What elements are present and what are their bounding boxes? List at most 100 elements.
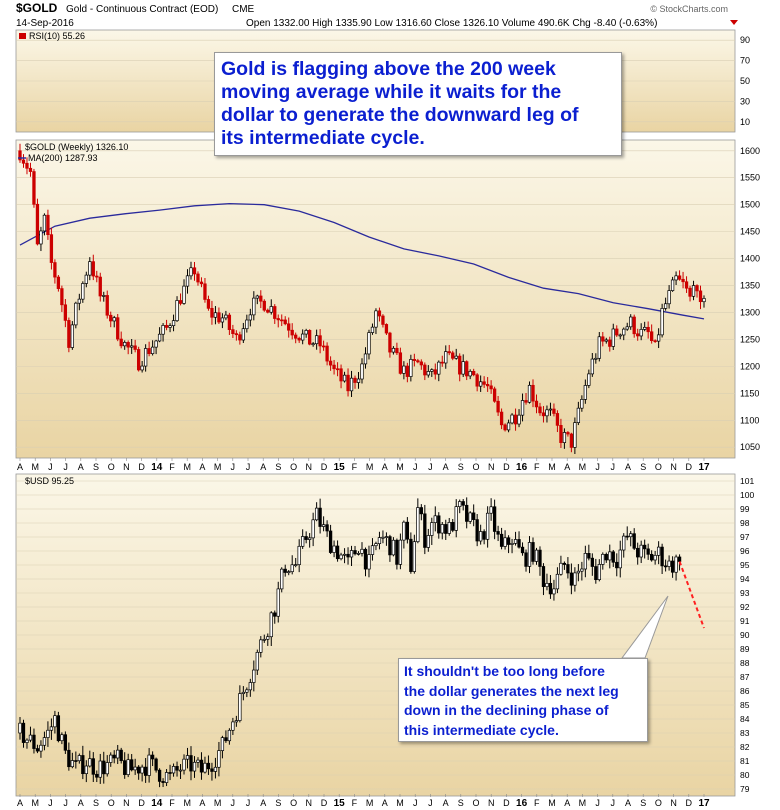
usd-candle-body [384,536,389,538]
usd-candle-body [440,524,444,534]
y-tick-label: 10 [740,117,750,127]
usd-candle-body [496,531,500,535]
gold-candle-body [91,261,95,277]
usd-candle-body [123,760,127,775]
gold-candle-body [412,359,416,361]
gold-candle-body [175,300,179,322]
y-tick-label: 86 [740,686,750,696]
gold-candle-body [95,275,99,278]
usd-candle-body [262,638,266,641]
gold-candle-body [391,347,396,353]
gold-candle-body [370,326,375,333]
gold-candle-body [475,374,479,387]
usd-candle-body [164,772,169,783]
x-tick-label: F [169,462,175,472]
x-tick-label: S [640,462,646,472]
usd-candle-body [465,504,469,522]
x-tick-label: D [321,798,328,808]
gold-candle-body [656,334,661,342]
x-tick-label: A [564,462,570,472]
gold-candle-body [304,330,308,335]
gold-candle-body [688,287,692,297]
gold-y-axis: 1050 1100 1150 1200 1250 1300 1350 1400 1450 1500… [740,146,760,452]
callout-line: the dollar generates the next leg [404,682,619,699]
gold-candle-body [384,324,389,334]
y-tick-label: 90 [740,35,750,45]
usd-candle-body [625,535,629,538]
usd-candle-body [154,758,158,771]
gold-candle-body [485,384,490,387]
gold-candle-body [77,298,81,304]
x-tick-label: 14 [151,462,163,473]
x-tick-label: A [382,462,388,472]
x-tick-label: M [214,462,222,472]
gold-candle-body [287,323,291,331]
usd-candle-body [670,560,675,573]
usd-candle-body [199,759,204,773]
usd-candle-body [412,541,416,572]
usd-candle-body [405,521,410,540]
y-tick-label: 1600 [740,146,760,156]
usd-candle-body [590,557,594,567]
usd-candle-body [566,564,570,574]
usd-candle-body [402,521,406,541]
x-tick-label: N [306,798,313,808]
gold-candle-body [601,336,605,342]
x-tick-label: J [428,798,433,808]
usd-candle-body [447,522,451,534]
gold-candle-body [283,319,287,325]
gold-candle-body [430,369,434,372]
gold-candle-body [670,279,675,291]
gold-candle-body [541,412,546,417]
gold-candle-body [189,267,193,277]
gold-candle-body [217,312,221,323]
x-tick-label: 14 [151,798,163,809]
usd-candle-body [318,507,322,527]
gold-candle-body [318,335,322,347]
usd-candle-body [656,546,661,556]
usd-candle-body [157,769,162,782]
y-tick-label: 101 [740,476,754,486]
usd-candle-body [601,553,605,565]
gold-candle-body [698,290,703,303]
x-tick-label: M [396,462,404,472]
gold-panel [15,139,736,459]
usd-candle-body [74,760,78,762]
usd-candle-body [409,538,413,572]
usd-candle-body [339,554,343,560]
y-tick-label: 99 [740,504,750,514]
usd-candle-body [308,537,312,540]
gold-candle-body [241,328,245,341]
gold-candle-body [137,349,141,371]
gold-candle-body [280,319,284,322]
usd-candle-body [524,552,528,567]
usd-callout: It shouldn't be too long before the doll… [398,658,648,742]
usd-candle-body [639,544,643,558]
x-tick-label: J [428,462,433,472]
usd-candle-body [629,533,633,538]
x-tick-label: O [472,462,479,472]
gold-candle-body [388,332,392,353]
usd-candle-body [70,760,74,768]
gold-candle-body [524,400,528,403]
usd-candle-body [363,548,368,570]
y-tick-label: 1450 [740,227,760,237]
usd-candle-body [342,553,347,556]
gold-candle-body [182,285,186,304]
gold-candle-body [203,283,207,300]
gold-candle-body [353,377,357,383]
usd-candle-body [381,536,385,539]
symbol-title: $GOLD [16,1,58,15]
x-tick-label: J [48,462,53,472]
x-tick-label: D [138,798,145,808]
y-tick-label: 1350 [740,281,760,291]
usd-candle-body [646,548,650,555]
usd-candle-body [321,524,326,527]
usd-candle-body [552,588,556,595]
gold-candle-body [126,342,130,348]
x-tick-label: A [625,798,631,808]
x-tick-label: J [231,798,236,808]
gold-candle-body [157,333,162,342]
usd-candle-body [297,545,301,565]
x-tick-label: M [548,798,556,808]
